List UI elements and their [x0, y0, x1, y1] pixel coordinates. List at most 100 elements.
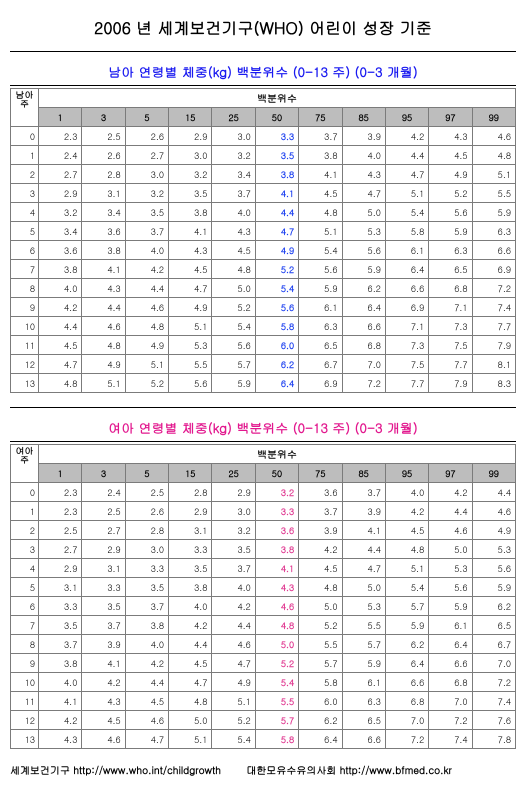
- value-cell: 5.9: [429, 222, 472, 241]
- table-row: 53.43.63.74.14.34.75.15.35.85.96.3: [11, 222, 516, 241]
- value-cell: 7.4: [429, 730, 472, 749]
- value-cell: 4.5: [125, 692, 168, 711]
- value-cell: 4.6: [472, 127, 515, 146]
- value-cell: 6.8: [429, 279, 472, 298]
- value-cell: 5.6: [212, 336, 255, 355]
- value-cell: 2.4: [39, 146, 82, 165]
- value-cell: 8.3: [472, 374, 515, 393]
- value-cell: 2.9: [39, 184, 82, 203]
- value-cell: 4.3: [342, 165, 385, 184]
- percentile-col-95: 95: [385, 464, 428, 483]
- value-cell: 5.2: [255, 654, 298, 673]
- value-cell: 4.2: [82, 673, 125, 692]
- value-cell: 3.5: [212, 540, 255, 559]
- value-cell: 2.9: [169, 502, 212, 521]
- value-cell: 4.4: [472, 483, 515, 502]
- value-cell: 4.5: [299, 559, 342, 578]
- percentile-col-15: 15: [169, 464, 212, 483]
- girls-table-section: 여아 연령별 체중(kg) 백분위수 (0-13 주) (0-3 개월) 여아 …: [10, 407, 516, 749]
- value-cell: 4.7: [255, 222, 298, 241]
- value-cell: 4.7: [169, 673, 212, 692]
- value-cell: 7.7: [429, 355, 472, 374]
- value-cell: 3.0: [125, 540, 168, 559]
- value-cell: 5.9: [342, 260, 385, 279]
- table-row: 32.72.93.03.33.53.84.24.44.85.05.3: [11, 540, 516, 559]
- week-cell: 2: [11, 521, 39, 540]
- value-cell: 7.1: [385, 317, 428, 336]
- value-cell: 4.6: [125, 711, 168, 730]
- value-cell: 5.6: [429, 578, 472, 597]
- percentile-col-97: 97: [429, 108, 472, 127]
- value-cell: 3.3: [169, 540, 212, 559]
- value-cell: 4.3: [82, 692, 125, 711]
- value-cell: 3.6: [255, 521, 298, 540]
- value-cell: 5.6: [472, 559, 515, 578]
- value-cell: 6.2: [385, 635, 428, 654]
- value-cell: 5.3: [429, 559, 472, 578]
- table-row: 84.04.34.44.75.05.45.96.26.66.87.2: [11, 279, 516, 298]
- value-cell: 3.6: [39, 241, 82, 260]
- value-cell: 4.8: [472, 146, 515, 165]
- value-cell: 4.9: [255, 241, 298, 260]
- week-cell: 7: [11, 616, 39, 635]
- value-cell: 3.2: [255, 483, 298, 502]
- value-cell: 5.4: [212, 730, 255, 749]
- value-cell: 3.8: [169, 578, 212, 597]
- value-cell: 4.0: [212, 578, 255, 597]
- value-cell: 5.8: [299, 673, 342, 692]
- value-cell: 2.9: [212, 483, 255, 502]
- value-cell: 3.4: [39, 222, 82, 241]
- week-cell: 0: [11, 127, 39, 146]
- value-cell: 5.6: [429, 203, 472, 222]
- value-cell: 3.9: [82, 635, 125, 654]
- value-cell: 5.5: [342, 616, 385, 635]
- value-cell: 3.0: [212, 127, 255, 146]
- value-cell: 4.5: [299, 184, 342, 203]
- value-cell: 7.6: [472, 711, 515, 730]
- value-cell: 7.3: [429, 317, 472, 336]
- percentile-col-3: 3: [82, 464, 125, 483]
- week-cell: 1: [11, 502, 39, 521]
- value-cell: 4.0: [212, 203, 255, 222]
- value-cell: 5.1: [169, 730, 212, 749]
- value-cell: 7.5: [385, 355, 428, 374]
- value-cell: 4.0: [385, 483, 428, 502]
- table-row: 02.32.42.52.82.93.23.63.74.04.24.4: [11, 483, 516, 502]
- value-cell: 3.6: [82, 222, 125, 241]
- footer-left: 세계보건기구 http://www.who.int/childgrowth: [10, 763, 221, 777]
- value-cell: 3.7: [342, 483, 385, 502]
- value-cell: 6.6: [385, 673, 428, 692]
- table-row: 94.24.44.64.95.25.66.16.46.97.17.4: [11, 298, 516, 317]
- value-cell: 3.1: [39, 578, 82, 597]
- value-cell: 3.5: [125, 203, 168, 222]
- value-cell: 5.6: [342, 241, 385, 260]
- value-cell: 6.3: [299, 317, 342, 336]
- value-cell: 3.1: [82, 559, 125, 578]
- value-cell: 5.9: [342, 654, 385, 673]
- value-cell: 5.6: [299, 260, 342, 279]
- value-cell: 4.2: [169, 616, 212, 635]
- value-cell: 5.3: [169, 336, 212, 355]
- percentile-col-25: 25: [212, 108, 255, 127]
- value-cell: 3.8: [255, 540, 298, 559]
- girls-corner-header: 여아 주: [11, 445, 39, 483]
- value-cell: 5.8: [255, 730, 298, 749]
- value-cell: 3.8: [39, 260, 82, 279]
- value-cell: 5.1: [385, 559, 428, 578]
- value-cell: 6.9: [472, 260, 515, 279]
- value-cell: 6.1: [385, 241, 428, 260]
- value-cell: 4.4: [212, 616, 255, 635]
- value-cell: 5.4: [255, 673, 298, 692]
- girls-subtitle: 여아 연령별 체중(kg) 백분위수 (0-13 주) (0-3 개월): [10, 418, 516, 437]
- value-cell: 5.0: [212, 279, 255, 298]
- value-cell: 4.1: [169, 222, 212, 241]
- value-cell: 5.2: [429, 184, 472, 203]
- value-cell: 4.9: [429, 165, 472, 184]
- week-cell: 2: [11, 165, 39, 184]
- value-cell: 4.1: [299, 165, 342, 184]
- value-cell: 4.5: [429, 146, 472, 165]
- value-cell: 7.0: [385, 711, 428, 730]
- value-cell: 4.6: [429, 521, 472, 540]
- value-cell: 6.0: [255, 336, 298, 355]
- value-cell: 4.4: [169, 635, 212, 654]
